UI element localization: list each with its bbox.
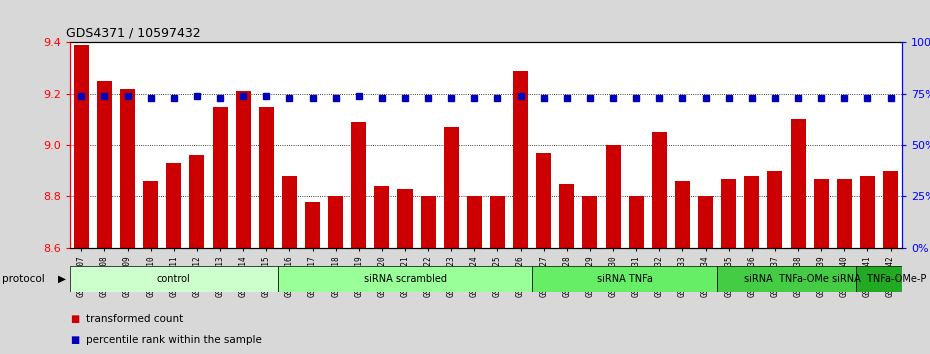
Bar <box>97 81 112 248</box>
Text: siRNA  TNFa-OMe-P: siRNA TNFa-OMe-P <box>831 274 926 284</box>
Bar <box>537 153 551 248</box>
Bar <box>166 163 181 248</box>
Bar <box>73 45 89 248</box>
Bar <box>352 122 366 248</box>
Bar <box>883 171 898 248</box>
Bar <box>629 196 644 248</box>
Bar <box>698 196 713 248</box>
Bar <box>282 176 297 248</box>
Bar <box>420 196 435 248</box>
Text: siRNA  TNFa-OMe: siRNA TNFa-OMe <box>744 274 829 284</box>
Bar <box>532 266 717 292</box>
Bar <box>305 202 320 248</box>
Bar <box>70 266 278 292</box>
Text: ■: ■ <box>70 314 79 324</box>
Bar <box>190 155 205 248</box>
Text: siRNA TNFa: siRNA TNFa <box>597 274 653 284</box>
Bar <box>675 181 690 248</box>
Bar <box>856 266 902 292</box>
Bar <box>235 91 251 248</box>
Bar <box>605 145 620 248</box>
Bar <box>120 89 135 248</box>
Bar <box>744 176 759 248</box>
Text: control: control <box>157 274 191 284</box>
Text: ▶: ▶ <box>58 274 66 284</box>
Bar <box>143 181 158 248</box>
Bar <box>717 266 856 292</box>
Text: ■: ■ <box>70 335 79 345</box>
Bar <box>559 184 575 248</box>
Bar <box>375 186 390 248</box>
Bar <box>259 107 273 248</box>
Bar <box>767 171 782 248</box>
Text: transformed count: transformed count <box>86 314 184 324</box>
Bar <box>328 196 343 248</box>
Bar <box>814 178 829 248</box>
Bar <box>490 196 505 248</box>
Text: percentile rank within the sample: percentile rank within the sample <box>86 335 262 345</box>
Bar <box>397 189 413 248</box>
Bar <box>790 120 805 248</box>
Text: protocol: protocol <box>2 274 45 284</box>
Bar <box>837 178 852 248</box>
Bar <box>444 127 458 248</box>
Text: GDS4371 / 10597432: GDS4371 / 10597432 <box>66 27 200 40</box>
Bar <box>467 196 482 248</box>
Bar <box>278 266 532 292</box>
Bar <box>652 132 667 248</box>
Bar <box>721 178 737 248</box>
Bar <box>860 176 875 248</box>
Bar <box>213 107 228 248</box>
Text: siRNA scrambled: siRNA scrambled <box>364 274 446 284</box>
Bar <box>513 71 528 248</box>
Bar <box>582 196 597 248</box>
